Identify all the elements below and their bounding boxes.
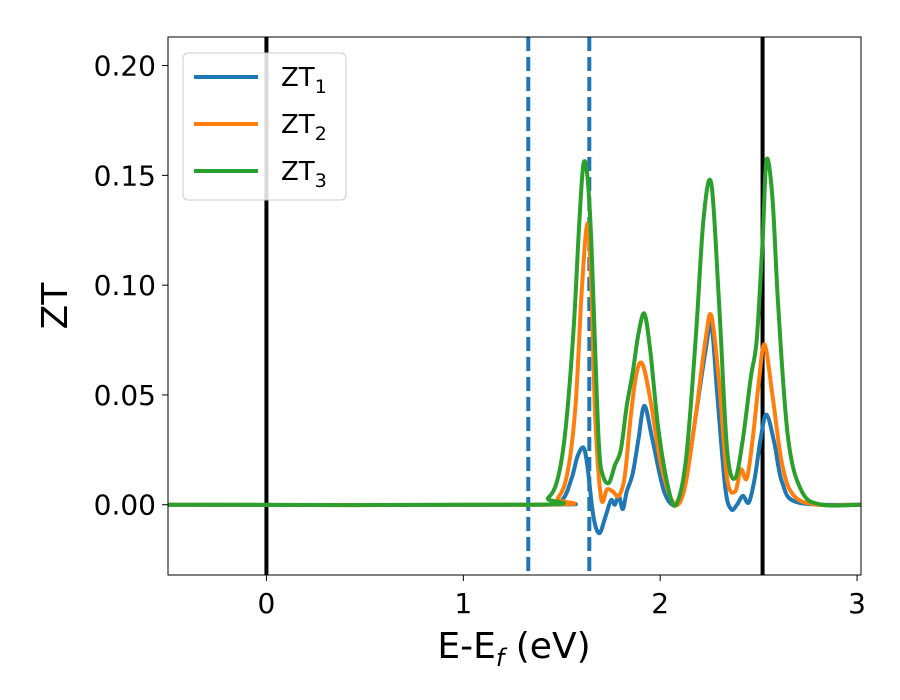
y-tick-label: 0.00 [94,489,156,522]
y-tick-label: 0.05 [94,379,156,412]
series-line-2 [167,221,862,508]
y-axis-ticks: 0.00 0.05 0.10 0.15 0.20 [94,50,168,522]
legend-box [182,52,347,201]
x-axis-ticks: 0 1 2 3 [258,575,866,620]
plot-area [167,36,862,576]
y-tick-label: 0.10 [94,269,156,302]
series-line-3 [167,156,862,508]
axes-frame [167,36,862,576]
legend-label-3: ZT3 [281,157,327,192]
legend-label-2: ZT2 [281,110,327,145]
y-tick-label: 0.15 [94,159,156,192]
x-tick-label: 1 [454,587,472,620]
y-axis-title: ZT [35,282,76,330]
x-tick-label: 2 [651,587,669,620]
legend: ZT1 ZT2 ZT3 [182,52,347,201]
x-axis-title: E-Ef (eV) [437,626,590,672]
y-tick-label: 0.20 [94,50,156,83]
series-line-1 [167,321,862,536]
x-tick-label: 3 [848,587,866,620]
legend-label-1: ZT1 [281,63,327,98]
x-tick-label: 0 [258,587,276,620]
series-lines [167,156,862,536]
